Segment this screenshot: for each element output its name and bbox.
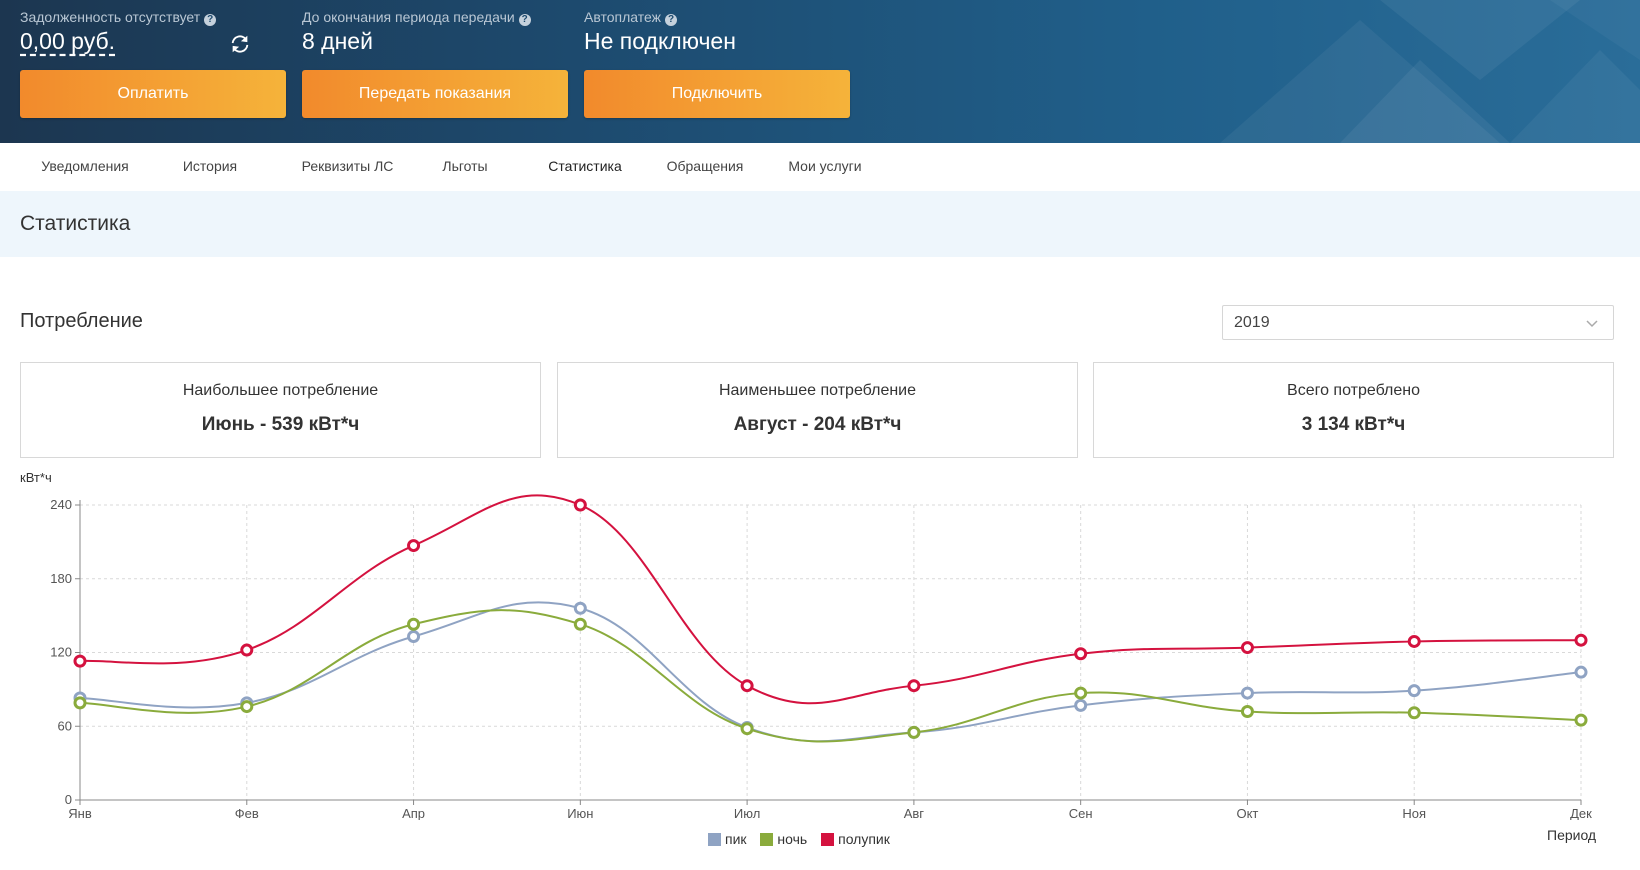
data-point-2 [1240,641,1254,655]
legend-label: полупик [838,831,890,847]
header-decoration [1220,0,1640,143]
x-tick-label: Июн [567,806,593,820]
autopay-value: Не подключен [584,28,736,54]
data-point-0 [573,601,587,615]
chart-legend: пик ночь полупик [708,831,900,847]
legend-item-peak[interactable]: пик [708,831,747,847]
card-value: 3 134 кВт*ч [1301,414,1406,435]
debt-value: 0,00 руб. [20,28,116,54]
submit-readings-button[interactable]: Передать показания [302,70,568,118]
x-tick-label: Ноя [1402,806,1426,820]
period-label: До окончания периода передачи? [302,9,531,26]
card-label: Всего потреблено [1287,382,1420,399]
legend-swatch [821,833,835,846]
data-point-1 [1074,686,1088,700]
data-point-1 [573,617,587,631]
data-point-2 [573,498,587,512]
x-tick-label: Апр [402,806,425,820]
help-icon[interactable]: ? [518,14,531,26]
pay-button[interactable]: Оплатить [20,70,286,118]
data-point-1 [1574,713,1588,727]
max-consumption-card: Наибольшее потребление Июнь - 539 кВт*ч [20,362,541,458]
data-point-1 [240,700,254,714]
tab-requisites[interactable]: Реквизиты ЛС [301,158,394,174]
y-tick-label: 120 [50,645,72,660]
y-axis-label: кВт*ч [20,470,52,485]
data-point-2 [1074,647,1088,661]
autopay-label: Автоплатеж? [584,9,677,26]
tab-benefits[interactable]: Льготы [442,158,488,174]
data-point-0 [1574,665,1588,679]
legend-label: ночь [777,831,808,847]
data-point-1 [1407,706,1421,720]
x-tick-label: Фев [235,806,259,820]
account-header: Задолженность отсутствует? 0,00 руб. До … [0,0,1640,143]
x-tick-label: Авг [904,806,925,820]
tab-bar: Уведомления История Реквизиты ЛС Льготы … [0,143,1640,194]
tab-appeals[interactable]: Обращения [666,158,744,174]
legend-item-night[interactable]: ночь [760,831,807,847]
year-select-value: 2019 [1234,314,1270,331]
data-point-0 [407,630,421,644]
data-point-1 [740,722,754,736]
total-consumption-card: Всего потреблено 3 134 кВт*ч [1093,362,1614,458]
x-tick-label: Сен [1069,806,1093,820]
x-tick-label: Окт [1236,806,1258,820]
data-point-0 [1074,698,1088,712]
data-point-2 [740,679,754,693]
data-point-1 [1240,705,1254,718]
tab-notifications[interactable]: Уведомления [41,158,129,174]
data-point-0 [1240,686,1254,700]
data-point-0 [1407,684,1421,698]
card-value: Август - 204 кВт*ч [733,414,902,435]
card-label: Наибольшее потребление [182,382,379,399]
series-line-1 [79,609,1582,743]
tab-statistics[interactable]: Статистика [525,143,645,194]
refresh-icon[interactable] [229,33,251,55]
data-point-1 [907,725,921,739]
series-line-2 [79,494,1582,705]
data-point-1 [73,696,87,710]
x-tick-label: Янв [68,806,92,820]
x-axis-label: Период [1547,827,1597,843]
x-tick-label: Дек [1570,806,1592,820]
y-tick-label: 180 [50,571,72,586]
consumption-chart: 0 60 120 180 240 Янв Фев Апр Июн Июл Авг Сен Окт Ноя Д… [50,494,1592,820]
y-tick-label: 240 [50,497,72,512]
data-point-2 [240,643,254,657]
help-icon[interactable]: ? [665,14,677,26]
series-line-0 [79,601,1582,743]
card-label: Наименьшее потребление [718,382,917,399]
connect-autopay-button[interactable]: Подключить [584,70,850,118]
legend-swatch [760,833,774,846]
min-consumption-card: Наименьшее потребление Август - 204 кВт*… [557,362,1078,458]
legend-label: пик [725,831,747,847]
y-tick-label: 60 [58,718,72,733]
data-point-2 [73,654,87,668]
data-point-2 [1574,633,1588,647]
data-point-2 [1407,634,1421,648]
chevron-down-icon [1586,320,1598,328]
section-title: Статистика [20,212,131,235]
card-value: Июнь - 539 кВт*ч [201,414,360,435]
debt-label: Задолженность отсутствует? [20,9,217,26]
data-point-2 [907,679,921,693]
legend-swatch [708,833,721,846]
tab-history[interactable]: История [182,158,238,174]
period-value: 8 дней [302,28,373,54]
legend-item-half-peak[interactable]: полупик [821,831,890,847]
data-point-2 [407,539,421,553]
consumption-title: Потребление [20,310,143,332]
y-tick-label: 0 [65,792,72,807]
data-point-1 [407,617,421,631]
help-icon[interactable]: ? [204,14,217,26]
x-tick-label: Июл [734,806,760,820]
tab-my-services[interactable]: Мои услуги [788,158,862,174]
section-header: Статистика [0,191,1640,257]
year-select[interactable]: 2019 [1222,305,1614,340]
